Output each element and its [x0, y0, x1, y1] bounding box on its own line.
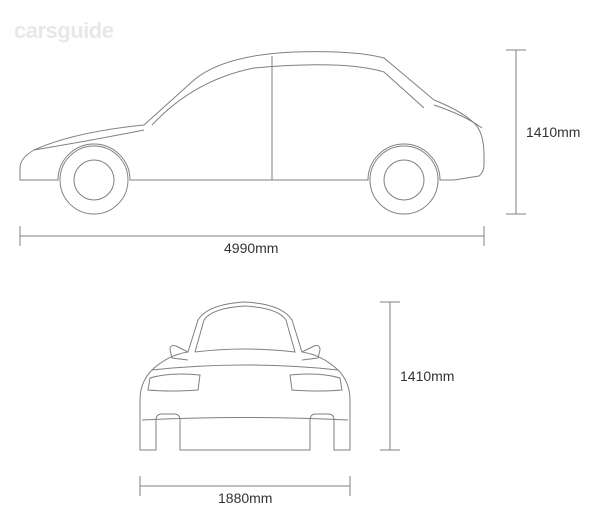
- side-view-diagram: 4990mm 1410mm: [14, 40, 574, 240]
- height-side-label: 1410mm: [526, 124, 580, 140]
- front-view-svg: [120, 290, 480, 520]
- front-windshield: [195, 306, 295, 352]
- height-front-label: 1410mm: [400, 368, 454, 384]
- front-wheel-inner: [74, 160, 114, 200]
- side-trunk-line: [434, 105, 482, 128]
- rear-wheel-outer: [370, 146, 438, 214]
- front-headlight-right: [290, 374, 342, 391]
- front-wheel-outer: [60, 146, 128, 214]
- side-view-svg: [14, 40, 574, 250]
- length-label: 4990mm: [224, 240, 278, 256]
- front-hood-line: [152, 365, 338, 370]
- front-body-outline: [140, 302, 350, 450]
- front-view-diagram: 1880mm 1410mm: [120, 290, 480, 520]
- rear-wheel-inner: [384, 160, 424, 200]
- width-label: 1880mm: [218, 490, 272, 506]
- side-window-line: [152, 65, 424, 125]
- front-bumper-line: [142, 418, 348, 421]
- front-headlight-left: [148, 374, 200, 391]
